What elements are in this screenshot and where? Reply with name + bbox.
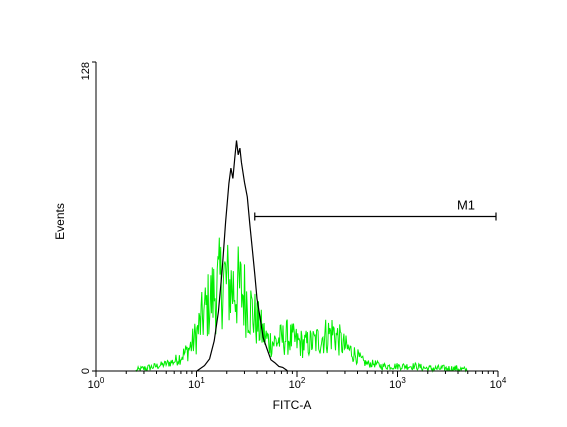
x-tick-label: 103 (389, 376, 406, 391)
x-tick-label: 101 (188, 376, 205, 391)
tick-layer: 0 128 100 101 102 103 104 (80, 61, 507, 391)
m1-marker-label: M1 (457, 198, 475, 213)
y-axis-label: Events (53, 203, 67, 240)
y-tick-label: 0 (80, 368, 92, 374)
x-tick-label: 102 (289, 376, 306, 391)
green-histogram-series (135, 237, 468, 373)
x-tick-label: 100 (88, 376, 105, 391)
x-axis-label: FITC-A (273, 398, 312, 412)
m1-marker: M1 (254, 198, 497, 221)
x-tick-label: 104 (490, 376, 507, 391)
y-tick-label: 128 (80, 62, 92, 80)
series-layer (135, 140, 468, 373)
black-control-series (196, 140, 288, 372)
